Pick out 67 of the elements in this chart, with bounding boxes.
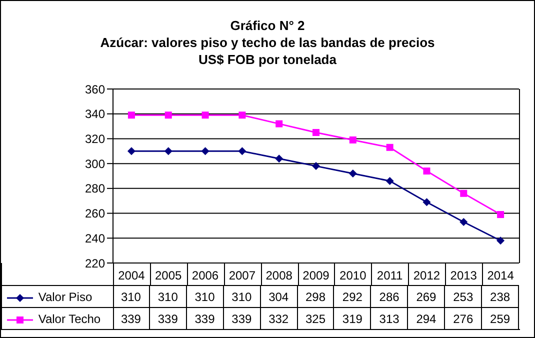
legend-label: Valor Piso [5, 286, 114, 308]
data-label: 286 [371, 286, 408, 308]
point [276, 120, 283, 128]
x-tick-label: 2010 [340, 268, 367, 283]
point [386, 144, 394, 151]
point [460, 190, 468, 197]
x-tick-label: 2006 [192, 268, 219, 283]
x-tick-label: 2012 [413, 268, 440, 283]
y-tick-label: 240 [84, 231, 106, 246]
data-label: 332 [260, 308, 298, 330]
point [275, 154, 284, 163]
point [202, 112, 209, 119]
point [460, 218, 468, 226]
point [127, 147, 136, 156]
data-label: 292 [334, 286, 372, 308]
point [349, 136, 356, 144]
data-label: 310 [113, 286, 150, 308]
data-label: 310 [186, 286, 224, 308]
data-label: 276 [445, 308, 482, 330]
x-tick-label: 2014 [487, 268, 514, 283]
legend-label: Valor Techo [5, 308, 114, 330]
point [312, 162, 320, 170]
data-label: 298 [298, 286, 334, 308]
data-label: 310 [150, 286, 187, 308]
data-label: 339 [224, 308, 261, 330]
data-label: 269 [408, 286, 446, 308]
x-tick-label: 2013 [450, 268, 478, 283]
data-label: 238 [482, 286, 519, 308]
point [201, 147, 210, 156]
data-label: 294 [408, 308, 446, 330]
data-label: 325 [298, 308, 334, 330]
y-tick-label: 320 [84, 132, 106, 146]
point [128, 112, 135, 119]
point [497, 211, 504, 218]
x-tick-label: 2005 [155, 268, 182, 283]
point [348, 170, 357, 178]
point [164, 147, 172, 156]
chart-title: Gráfico N° 2 [229, 17, 306, 34]
point [423, 168, 430, 175]
data-label: 259 [482, 308, 519, 330]
point [496, 236, 505, 245]
data-label: 339 [113, 308, 150, 330]
x-tick-label: 2004 [118, 268, 146, 283]
data-label: 319 [334, 308, 372, 330]
y-tick-label: 300 [84, 156, 106, 171]
point [422, 198, 431, 206]
data-label: 304 [260, 286, 298, 308]
data-label: 313 [371, 308, 408, 330]
point [238, 147, 246, 156]
y-tick-label: 220 [84, 256, 106, 270]
x-tick-label: 2011 [376, 268, 404, 283]
data-label: 339 [186, 308, 224, 330]
y-tick-label: 280 [84, 182, 106, 196]
point [238, 112, 246, 119]
data-label: 253 [445, 286, 482, 308]
x-tick-label: 2007 [228, 268, 256, 283]
data-label: 310 [224, 286, 261, 308]
point [312, 129, 320, 136]
x-tick-label: 2009 [302, 268, 330, 283]
x-tick-label: 2008 [266, 268, 293, 283]
y-tick-label: 260 [84, 206, 106, 221]
y-tick-label: 340 [84, 107, 106, 122]
point [386, 176, 394, 185]
chart-subtitle: Azúcar: valores piso y techo de las bandas de precios US$ FOB por tonelada [99, 34, 436, 68]
data-label: 339 [150, 308, 187, 330]
point [164, 112, 172, 119]
y-tick-label: 360 [84, 82, 106, 96]
